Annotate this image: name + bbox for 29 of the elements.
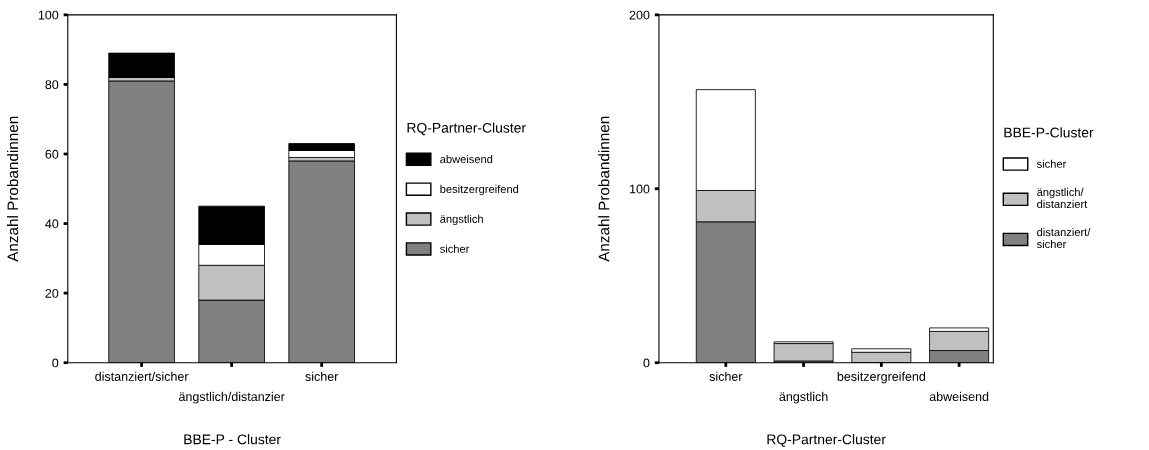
- y-tick-label: 200: [629, 10, 650, 20]
- y-tick-label: 0: [52, 358, 59, 368]
- x-axis-title: RQ-Partner-Cluster: [767, 434, 886, 447]
- x-tick-label: distanziert/sicher: [95, 371, 189, 381]
- y-axis-title: Anzahl Probandinnen: [7, 116, 19, 262]
- x-tick-label: sicher: [709, 371, 743, 381]
- y-tick-label: 100: [38, 10, 59, 20]
- legend-label: sicher: [440, 244, 470, 253]
- legend-title: RQ-Partner-Cluster: [407, 122, 526, 136]
- legend-label: abweisend: [440, 154, 493, 164]
- y-axis-title: Anzahl Probandinnen: [598, 116, 610, 262]
- x-tick-label: besitzergreifend: [837, 371, 926, 384]
- legend-label: distanziert/ sicher: [1036, 227, 1091, 249]
- legend-label: sicher: [1036, 159, 1067, 168]
- y-tick-label: 0: [643, 358, 650, 368]
- x-axis-title: BBE-P - Cluster: [184, 434, 281, 445]
- x-tick-label: sicher: [305, 371, 339, 381]
- legend-label: besitzergreifend: [440, 184, 519, 196]
- y-tick-label: 20: [45, 288, 59, 298]
- x-tick-label: ängstlich/distanzier: [179, 391, 285, 404]
- y-tick-label: 40: [45, 219, 59, 229]
- legend-label: ängstlich: [440, 214, 483, 226]
- x-tick-label: abweisend: [929, 391, 989, 402]
- legend-label: ängstlich/ distanziert: [1037, 187, 1088, 208]
- legend-title: BBE-P-Cluster: [1004, 127, 1094, 138]
- y-tick-label: 100: [630, 184, 650, 194]
- y-tick-label: 60: [45, 149, 59, 159]
- y-tick-label: 80: [45, 80, 59, 90]
- x-tick-label: ängstlich: [779, 391, 828, 404]
